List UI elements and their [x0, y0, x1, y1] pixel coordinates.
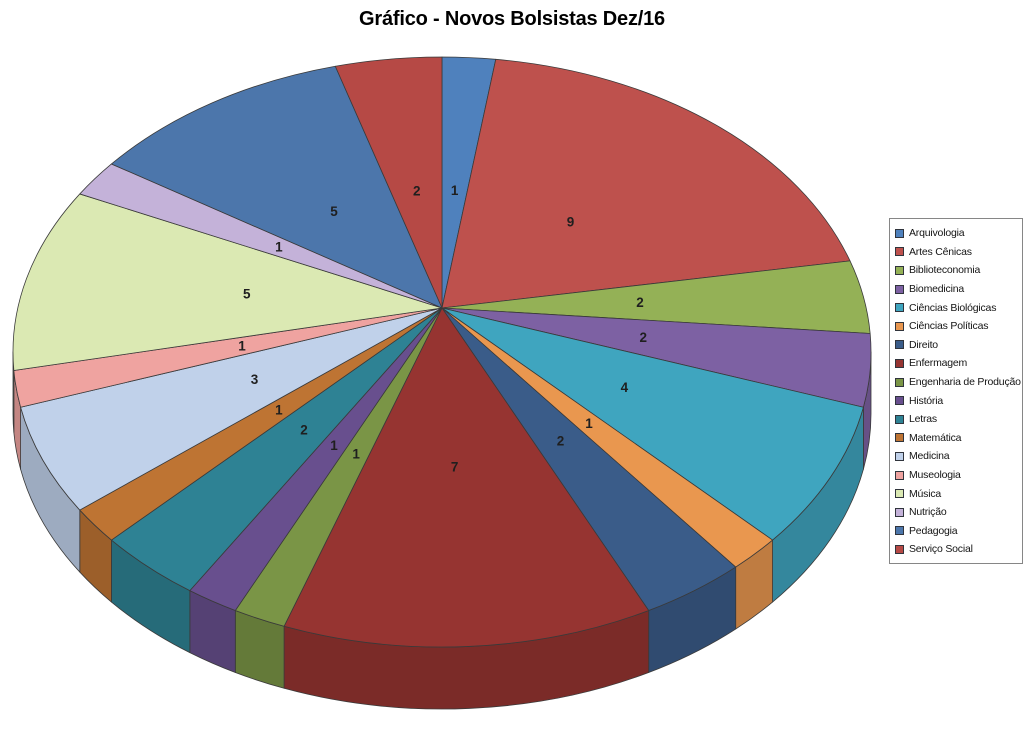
legend-item-biblioteconomia[interactable]: Biblioteconomia [895, 261, 1020, 280]
legend-item-pedagogia[interactable]: Pedagogia [895, 522, 1020, 541]
legend-label: Serviço Social [909, 543, 973, 556]
legend-label: Ciências Biológicas [909, 301, 997, 314]
legend-item-medicina[interactable]: Medicina [895, 447, 1020, 466]
legend-swatch-biblioteconomia [895, 265, 904, 275]
pie-slice-enfermagem[interactable] [283, 307, 650, 648]
legend-label: Medicina [909, 450, 950, 463]
legend-swatch-medicina [895, 451, 904, 461]
legend-label: Música [909, 487, 942, 500]
legend-swatch-museologia [895, 470, 904, 480]
pie-slice-pedagogia[interactable] [111, 65, 443, 309]
legend-label: Biblioteconomia [909, 264, 981, 277]
legend-label: Direito [909, 338, 938, 351]
pie-slice-artes-cenicas[interactable] [441, 58, 851, 309]
legend-swatch-engenharia-de-producao [895, 377, 904, 387]
legend-swatch-biomedicina [895, 284, 904, 294]
legend-swatch-enfermagem [895, 358, 904, 368]
legend-label: Museologia [909, 469, 961, 482]
legend-label: Pedagogia [909, 524, 958, 537]
pie-slice-musica[interactable] [12, 193, 443, 371]
pie-slice-medicina[interactable] [20, 307, 443, 511]
legend-label: História [909, 394, 943, 407]
legend-item-servico-social[interactable]: Serviço Social [895, 540, 1020, 559]
legend-swatch-historia [895, 396, 904, 406]
legend-swatch-servico-social [895, 544, 904, 554]
legend-swatch-pedagogia [895, 526, 904, 536]
legend-item-nutricao[interactable]: Nutrição [895, 503, 1020, 522]
pie-slice-servico-social[interactable] [334, 56, 443, 309]
pie-slice-ciencias-biologicas[interactable] [441, 307, 864, 541]
legend-label: Engenharia de Produção [909, 376, 1021, 389]
legend-swatch-ciencias-biologicas [895, 303, 904, 313]
legend-label: Enfermagem [909, 357, 968, 370]
legend-label: Ciências Políticas [909, 320, 989, 333]
legend-swatch-letras [895, 414, 904, 424]
legend-swatch-ciencias-politicas [895, 321, 904, 331]
legend-item-museologia[interactable]: Museologia [895, 466, 1020, 485]
legend-item-arquivologia[interactable]: Arquivologia [895, 224, 1020, 243]
legend-label: Matemática [909, 431, 962, 444]
legend-label: Nutrição [909, 506, 947, 519]
legend-item-engenharia-de-producao[interactable]: Engenharia de Produção [895, 373, 1021, 392]
legend-swatch-direito [895, 340, 904, 350]
legend-item-artes-cenicas[interactable]: Artes Cênicas [895, 243, 1020, 262]
legend-swatch-matematica [895, 433, 904, 443]
legend-item-direito[interactable]: Direito [895, 336, 1020, 355]
legend-item-musica[interactable]: Música [895, 484, 1020, 503]
legend-swatch-arquivologia [895, 228, 904, 238]
legend-item-ciencias-politicas[interactable]: Ciências Políticas [895, 317, 1020, 336]
legend-label: Letras [909, 413, 937, 426]
legend-label: Arquivologia [909, 227, 965, 240]
legend-swatch-musica [895, 489, 904, 499]
legend-item-letras[interactable]: Letras [895, 410, 1020, 429]
legend-item-biomedicina[interactable]: Biomedicina [895, 280, 1020, 299]
legend-item-matematica[interactable]: Matemática [895, 429, 1020, 448]
legend-item-historia[interactable]: História [895, 391, 1020, 410]
legend-item-ciencias-biologicas[interactable]: Ciências Biológicas [895, 298, 1020, 317]
legend: Arquivologia Artes Cênicas Biblioteconomia… [889, 218, 1023, 564]
legend-label: Artes Cênicas [909, 245, 972, 258]
legend-item-enfermagem[interactable]: Enfermagem [895, 354, 1020, 373]
legend-swatch-artes-cenicas [895, 247, 904, 257]
legend-swatch-nutricao [895, 507, 904, 517]
legend-label: Biomedicina [909, 283, 964, 296]
chart-title[interactable]: Gráfico - Novos Bolsistas Dez/16 [359, 8, 665, 30]
